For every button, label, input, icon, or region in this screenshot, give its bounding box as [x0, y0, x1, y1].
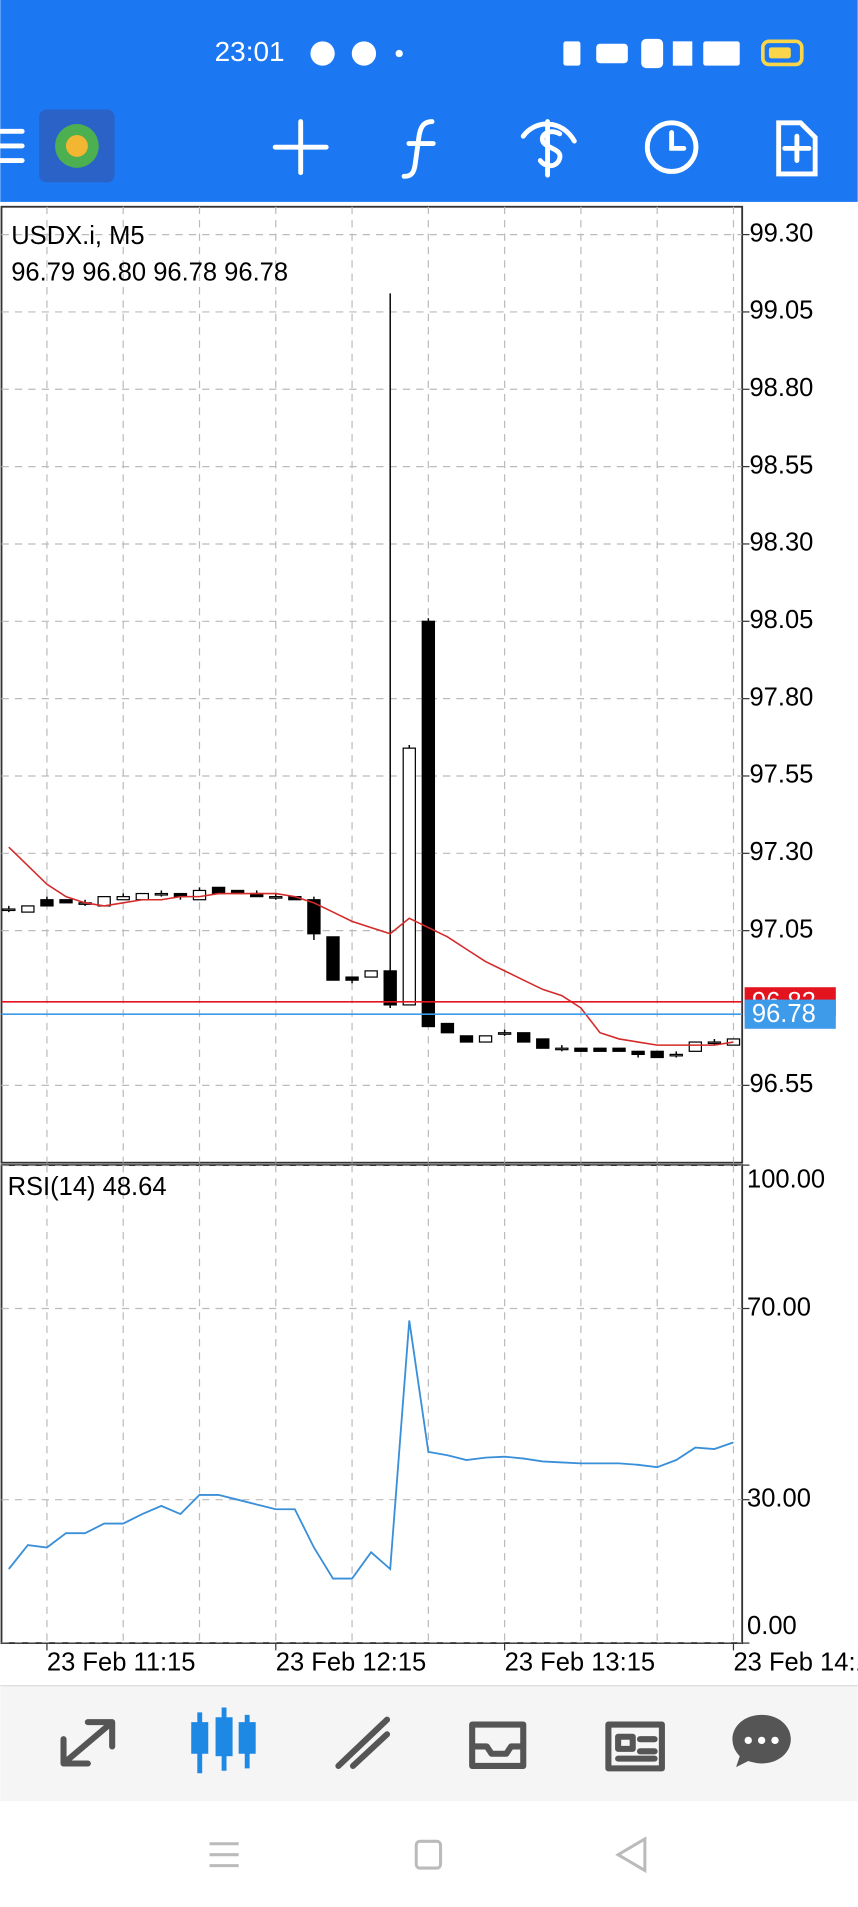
crosshair-button[interactable]	[272, 119, 329, 176]
candle-body	[669, 1053, 683, 1057]
candle-body	[192, 889, 207, 901]
candle-body	[421, 620, 436, 1028]
price-label-box	[744, 999, 836, 1029]
candle-body	[364, 970, 378, 978]
battery-icon	[761, 39, 804, 67]
candle-body	[383, 970, 397, 1006]
candle-body	[536, 1038, 550, 1049]
bottom-nav	[0, 1685, 858, 1802]
candle-body	[631, 1050, 645, 1056]
y-tick-label: 99.30	[749, 219, 813, 247]
app-header	[0, 0, 858, 202]
candle-body	[478, 1035, 493, 1043]
y-tick-label: 0.00	[747, 1612, 797, 1640]
candle-body	[116, 896, 130, 901]
candle-body	[517, 1032, 531, 1043]
quotes-tab[interactable]	[60, 1719, 116, 1767]
objects-button[interactable]	[776, 120, 818, 177]
y-tick-label: 97.55	[749, 761, 813, 789]
candle-body	[726, 1038, 741, 1046]
x-tick-label: 23 Feb 14:15	[733, 1649, 858, 1677]
news-tab[interactable]	[605, 1721, 665, 1772]
x-tick-label: 23 Feb 12:15	[276, 1649, 426, 1677]
app-logo-center	[65, 134, 88, 157]
y-tick-label: 97.05	[749, 915, 813, 943]
candle-body	[650, 1050, 664, 1059]
candle-body	[40, 899, 54, 907]
y-tick-label: 98.30	[749, 529, 813, 557]
recent-apps-button[interactable]	[209, 1842, 239, 1868]
candle-body	[612, 1047, 626, 1052]
indicators-button[interactable]	[401, 119, 436, 179]
y-tick-label: 98.55	[749, 451, 813, 479]
candle-body	[574, 1047, 588, 1052]
x-tick-label: 23 Feb 13:15	[505, 1649, 655, 1677]
y-tick-label: 97.80	[749, 683, 813, 711]
y-tick-label: 99.05	[749, 297, 813, 325]
candle-body	[211, 886, 226, 895]
chart-title: USDX.i, M5	[11, 222, 144, 250]
candle-body	[707, 1041, 722, 1045]
candle-body	[135, 892, 149, 901]
menu-button[interactable]	[0, 128, 25, 163]
status-time: 23:01	[215, 36, 285, 67]
candle-body	[497, 1032, 512, 1035]
candle-body	[555, 1047, 569, 1051]
y-tick-label: 70.00	[747, 1293, 811, 1321]
rsi-title: RSI(14) 48.64	[8, 1173, 167, 1201]
status-icons	[310, 38, 740, 69]
y-tick-label: 98.80	[749, 374, 813, 402]
toolbar	[0, 119, 818, 179]
candle-body	[2, 908, 16, 912]
candle-body	[593, 1047, 607, 1052]
history-tab[interactable]	[469, 1721, 527, 1769]
candle-body	[59, 899, 73, 904]
timeframe-button[interactable]	[644, 120, 699, 174]
candle-body	[21, 905, 35, 913]
home-button[interactable]	[414, 1839, 443, 1870]
chart-quote: 96.79 96.80 96.78 96.78	[11, 258, 288, 286]
candle-body	[402, 747, 416, 1006]
candle-body	[307, 899, 321, 935]
battery-level	[768, 47, 791, 59]
back-button[interactable]	[615, 1836, 647, 1874]
trade-button[interactable]	[520, 119, 577, 178]
candle-body	[459, 1035, 474, 1043]
y-tick-label: 97.30	[749, 838, 813, 866]
price-label: 96.78	[752, 1000, 816, 1028]
rsi-panel	[0, 1164, 744, 1644]
system-nav	[209, 1836, 647, 1874]
candle-body	[326, 936, 340, 981]
candle-body	[345, 976, 359, 981]
trade-tab[interactable]	[335, 1716, 391, 1769]
y-tick-label: 30.00	[747, 1484, 811, 1512]
candle-body	[154, 892, 169, 896]
candle-body	[688, 1041, 703, 1052]
line-series	[8, 1320, 734, 1580]
chart-tab[interactable]	[191, 1707, 256, 1774]
price-panel	[0, 205, 744, 1164]
y-tick-label: 98.05	[749, 606, 813, 634]
y-tick-label: 96.55	[749, 1070, 813, 1098]
moving-average	[8, 846, 734, 1046]
y-tick-label: 100.00	[747, 1166, 825, 1194]
candle-body	[440, 1022, 455, 1034]
x-tick-label: 23 Feb 11:15	[47, 1649, 196, 1677]
candle-body	[269, 896, 283, 899]
